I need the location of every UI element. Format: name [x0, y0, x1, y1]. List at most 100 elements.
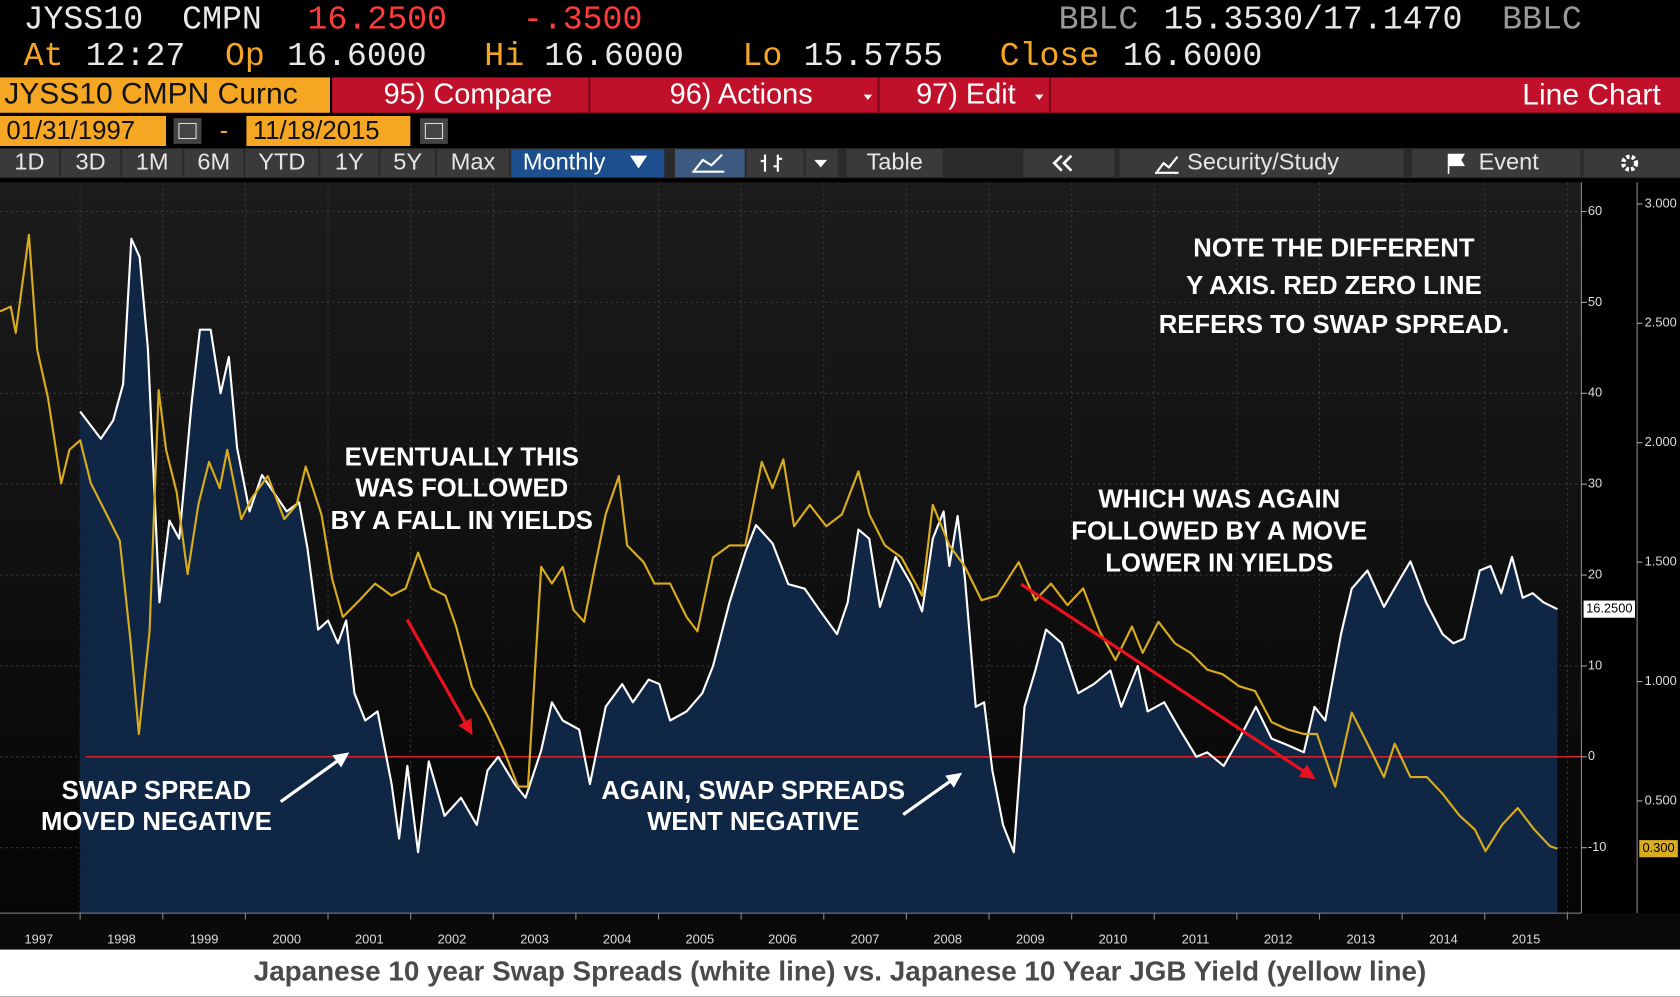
y-tick-label: 30 — [1588, 476, 1602, 491]
period-label: 1Y — [335, 148, 364, 174]
bid-ask: 15.3530/17.1470 — [1164, 0, 1463, 38]
date-separator: - — [220, 117, 229, 145]
y-tick-label: 40 — [1588, 385, 1602, 400]
annotation-line: WAS FOLLOWED — [355, 475, 568, 503]
bar-type-button[interactable] — [746, 149, 804, 178]
high-label: Hi — [484, 37, 524, 75]
x-tick-label: 2001 — [355, 931, 384, 946]
x-tick-label: 2014 — [1429, 931, 1458, 946]
annotation-line: AGAIN, SWAP SPREADS — [601, 777, 905, 805]
calendar-icon[interactable] — [173, 118, 202, 144]
dropdown-arrow — [814, 159, 828, 168]
annotation-line: SWAP SPREAD — [62, 777, 252, 805]
y-tick-label: 10 — [1588, 657, 1602, 672]
period-label: 5Y — [393, 148, 422, 174]
period-button[interactable] — [320, 149, 379, 178]
period-button[interactable] — [0, 149, 59, 178]
end-date-box[interactable] — [246, 116, 411, 146]
y-tick-label: 60 — [1588, 203, 1602, 218]
dropdown-arrow — [863, 94, 873, 100]
period-button[interactable] — [184, 149, 244, 178]
arrow-shaft — [902, 779, 952, 816]
last-value-tag — [1583, 600, 1635, 618]
y-tick-label: 0 — [1588, 748, 1595, 763]
arrow-head — [458, 718, 473, 736]
event-button[interactable] — [1412, 149, 1581, 178]
period-button[interactable] — [61, 149, 120, 178]
arrow-shaft — [405, 618, 468, 725]
series-line — [0, 233, 1558, 853]
plot — [0, 182, 1582, 914]
view-name: Line Chart — [1522, 79, 1661, 112]
x-tick-label: 2002 — [438, 931, 467, 946]
menu-actions[interactable]: 96) Actions — [670, 78, 813, 110]
collapse-icon — [1052, 154, 1073, 172]
x-tick-label: 2003 — [520, 931, 549, 946]
period-label: 3D — [75, 148, 105, 174]
period-button[interactable] — [437, 149, 509, 178]
period-button[interactable] — [122, 149, 183, 178]
flag-icon — [1447, 153, 1465, 174]
table-button[interactable] — [846, 149, 943, 178]
x-tick-label: 2012 — [1264, 931, 1293, 946]
annotation-line: WENT NEGATIVE — [647, 808, 859, 836]
period-label: YTD — [258, 148, 305, 174]
button-row: 1D 3D 1M 6M YTD 1Y 5Y Max Monthly Table Security/S… — [0, 148, 1680, 179]
menu-bar — [332, 77, 1680, 113]
dropdown-arrow — [1035, 94, 1044, 100]
axes: 1997 1998 1999 2000 2001 2002 2003 2004 2005 2006… — [0, 182, 1680, 950]
last-value-tag — [1639, 840, 1678, 858]
x-tick-label: 1998 — [107, 931, 136, 946]
ohlc-icon — [760, 154, 783, 172]
at-label: At — [24, 37, 64, 75]
security-study-label: Security/Study — [1187, 148, 1339, 174]
annotation-line: NOTE THE DIFFERENT — [1193, 235, 1475, 263]
open: 16.6000 — [287, 37, 426, 75]
arrow-head — [945, 772, 963, 788]
y2-tick-label: 2.000 — [1645, 434, 1677, 449]
annotations: NOTE THE DIFFERENT Y AXIS. RED ZERO LINE R… — [41, 235, 1509, 836]
collapse-button[interactable] — [1023, 149, 1115, 178]
period-label: 6M — [197, 148, 230, 174]
x-tick-label: 2015 — [1512, 931, 1541, 946]
calendar-glyph — [178, 122, 197, 140]
period-label: Max — [451, 148, 496, 174]
menu-compare[interactable]: 95) Compare — [384, 78, 553, 110]
bid-source: BBLC — [1059, 0, 1139, 38]
x-tick-label: 2004 — [603, 931, 632, 946]
time: 12:27 — [86, 37, 186, 75]
x-tick-label: 2010 — [1099, 931, 1128, 946]
y-tick-label: -10 — [1588, 839, 1607, 854]
caption-bg — [0, 949, 1680, 997]
change: -.3500 — [523, 0, 643, 38]
start-date-box[interactable] — [0, 116, 167, 146]
period-label: 1M — [136, 148, 169, 174]
annotation-line: BY A FALL IN YIELDS — [331, 507, 593, 535]
table-label: Table — [866, 148, 922, 174]
x-axis-bg — [0, 913, 1680, 950]
annotation-line: REFERS TO SWAP SPREAD. — [1159, 311, 1509, 339]
x-tick-label: 2013 — [1347, 931, 1376, 946]
menu-edit[interactable]: 97) Edit — [916, 78, 1016, 110]
x-tick-label: 2000 — [272, 931, 301, 946]
y-tick-label: 20 — [1588, 566, 1602, 581]
period-button[interactable] — [380, 149, 435, 178]
calendar-glyph — [424, 122, 444, 140]
arrow-shaft — [279, 759, 340, 804]
gear-icon — [1621, 154, 1639, 172]
x-tick-label: 2011 — [1182, 931, 1210, 946]
ticker-box[interactable] — [0, 77, 330, 113]
settings-button[interactable] — [1583, 149, 1680, 178]
y2-tick-label: 1.500 — [1645, 554, 1677, 569]
annotation-line: FOLLOWED BY A MOVE — [1071, 518, 1367, 546]
caption: Japanese 10 year Swap Spreads (white lin… — [254, 956, 1427, 987]
x-tick-label: 1997 — [25, 931, 54, 946]
y2-tick-label: 3.000 — [1645, 195, 1677, 210]
calendar-icon[interactable] — [420, 118, 448, 144]
arrow-head — [332, 752, 350, 768]
annotation-line: MOVED NEGATIVE — [41, 808, 272, 836]
period-button[interactable] — [245, 149, 319, 178]
study-icon — [1155, 156, 1179, 174]
last-price: 16.2500 — [308, 0, 447, 38]
